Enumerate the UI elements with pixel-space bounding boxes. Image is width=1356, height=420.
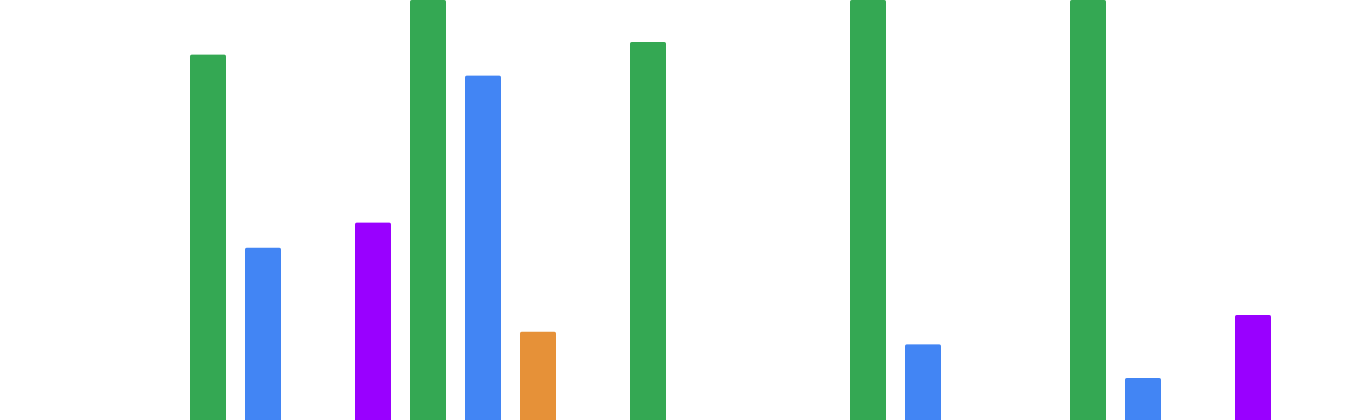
bar-1-0 <box>410 0 446 420</box>
bar-4-3 <box>1235 315 1271 420</box>
bar-0-3 <box>355 222 391 420</box>
bar-4-1 <box>1125 378 1161 420</box>
bar-3-1 <box>905 344 941 420</box>
bar-3-0 <box>850 0 886 420</box>
bar-0-0 <box>190 54 226 420</box>
bar-2-0 <box>630 42 666 420</box>
bar-4-0 <box>1070 0 1106 420</box>
bar-0-1 <box>245 247 281 420</box>
bar-1-1 <box>465 75 501 420</box>
bar-1-2 <box>520 331 556 420</box>
